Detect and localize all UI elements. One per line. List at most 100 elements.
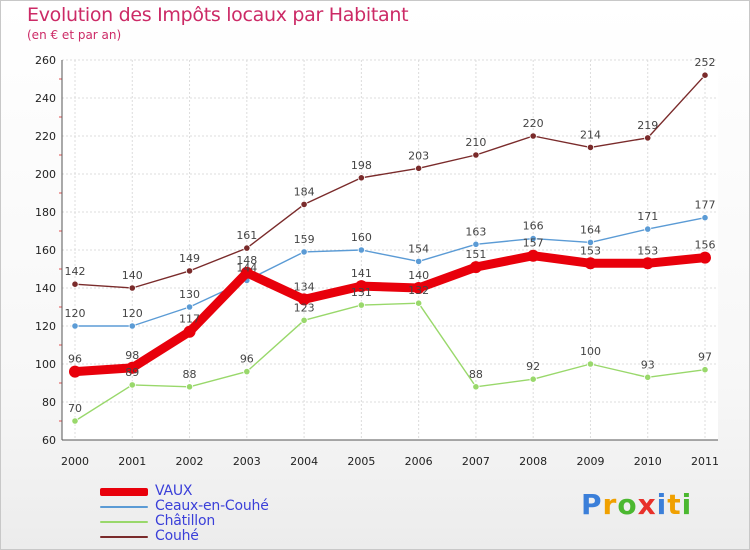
data-point (584, 257, 597, 270)
data-label: 151 (465, 248, 486, 261)
data-label: 120 (65, 307, 86, 320)
data-label: 134 (294, 280, 315, 293)
data-label: 100 (580, 345, 601, 358)
data-label: 203 (408, 149, 429, 162)
data-label: 70 (68, 402, 82, 415)
x-tick-label: 2006 (405, 455, 433, 468)
x-tick-label: 2001 (118, 455, 146, 468)
data-label: 153 (580, 244, 601, 257)
legend-swatch-chatillon (100, 521, 148, 523)
data-label: 123 (294, 301, 315, 314)
series-line-couhé (74, 74, 706, 289)
x-tick-label: 2007 (462, 455, 490, 468)
data-point (644, 225, 652, 233)
y-tick-label: 240 (35, 92, 56, 105)
data-point (71, 417, 79, 425)
logo-letter: t (667, 488, 682, 521)
data-label: 96 (68, 353, 82, 366)
legend-label-ceaux-en-couhe: Ceaux-en-Couhé (155, 498, 269, 514)
series-line-ceaux-en-couhé (74, 216, 706, 327)
data-point (586, 238, 595, 246)
data-label: 220 (523, 117, 544, 130)
data-point (472, 383, 480, 391)
data-point (472, 240, 480, 248)
data-point (586, 143, 595, 151)
data-point (355, 280, 368, 293)
data-point (412, 282, 425, 294)
data-label: 159 (294, 233, 315, 246)
data-label: 142 (65, 265, 86, 278)
grid-layer (62, 59, 718, 441)
data-point (185, 383, 194, 391)
data-point (529, 132, 537, 140)
y-tick-label: 100 (35, 358, 56, 371)
data-label: 154 (408, 242, 429, 255)
data-point (641, 257, 654, 270)
data-point (128, 322, 136, 330)
data-label: 132 (408, 284, 429, 297)
data-label: 88 (469, 368, 483, 381)
data-point (527, 249, 540, 262)
data-label: 156 (695, 239, 716, 252)
legend-swatch-couhe (100, 536, 148, 538)
y-tick-label: 140 (35, 282, 56, 295)
data-point (183, 325, 196, 338)
data-label: 141 (351, 267, 372, 280)
data-label: 148 (236, 254, 257, 267)
legend-swatch-ceaux-en-couhe (100, 506, 148, 508)
data-point (300, 200, 308, 208)
data-point (128, 284, 136, 292)
data-point (529, 235, 537, 243)
chart-subtitle: (en € et par an) (27, 28, 122, 42)
data-point (71, 280, 79, 288)
data-label-layer: 96 98 117 148 134 141 140 151 157 153 153 156 120 120… (65, 56, 716, 415)
legend-label-vaux: VAUX (155, 483, 193, 499)
data-label: 98 (125, 349, 139, 362)
data-point (240, 266, 253, 279)
data-point (185, 267, 194, 275)
data-label: 92 (526, 360, 540, 373)
y-tick-label: 120 (35, 320, 56, 333)
data-point (472, 151, 480, 159)
y-tick-label: 60 (42, 434, 56, 447)
data-label: 144 (236, 261, 257, 274)
data-label: 198 (351, 159, 372, 172)
y-tick-label: 260 (35, 54, 56, 67)
series-layer (69, 71, 711, 425)
data-point (701, 71, 709, 79)
data-point (243, 367, 251, 376)
data-label: 177 (695, 199, 716, 212)
data-label: 88 (183, 368, 197, 381)
series-line-châtillon (74, 302, 706, 422)
legend-label-chatillon: Châtillon (155, 513, 216, 529)
data-label: 96 (240, 353, 254, 366)
data-label: 161 (236, 229, 257, 242)
x-tick-label: 2003 (233, 455, 261, 468)
data-label: 163 (465, 225, 486, 238)
data-point (586, 360, 595, 368)
logo-letter: o (617, 488, 638, 521)
data-point (71, 322, 79, 330)
x-tick-label: 2008 (519, 455, 547, 468)
y-tick-label: 200 (35, 168, 56, 181)
data-label: 153 (637, 244, 658, 257)
data-point (126, 361, 139, 374)
data-point (644, 134, 652, 142)
data-label: 166 (523, 220, 544, 233)
data-label: 140 (122, 269, 143, 282)
data-point (185, 303, 194, 311)
data-point (357, 246, 365, 254)
data-label: 140 (408, 269, 429, 282)
data-label: 97 (698, 351, 712, 364)
data-label: 89 (125, 366, 139, 379)
data-label: 130 (179, 288, 200, 301)
data-label: 120 (122, 307, 143, 320)
data-point (529, 375, 537, 383)
y-tick-label: 160 (35, 244, 56, 257)
data-label: 184 (294, 185, 315, 198)
logo-letter: i (656, 488, 668, 521)
data-label: 252 (695, 56, 716, 69)
axis-layer: 60 80 100 120 140 160 180 200 220 240 260 2000 2001 2… (35, 54, 719, 468)
data-label: 214 (580, 128, 601, 141)
data-label: 117 (179, 313, 200, 326)
